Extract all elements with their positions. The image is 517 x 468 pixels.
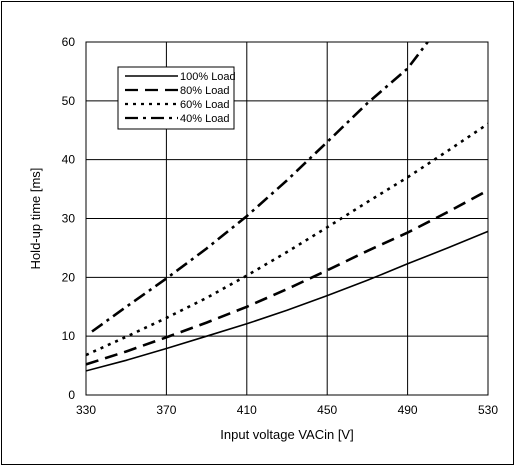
legend-label: 40% Load bbox=[180, 113, 230, 125]
y-tick-label: 30 bbox=[62, 212, 76, 226]
series-line-60-load bbox=[86, 122, 488, 357]
plot-area-border bbox=[85, 41, 489, 396]
legend: 100% Load 80% Load 60% Load 40% Load bbox=[117, 66, 236, 130]
legend-label: 100% Load bbox=[180, 71, 236, 83]
x-tick-label: 530 bbox=[478, 403, 498, 417]
legend-label: 60% Load bbox=[180, 99, 230, 111]
x-tick-label: 370 bbox=[156, 403, 176, 417]
y-tick-label: 10 bbox=[62, 329, 76, 343]
plot-border bbox=[85, 41, 489, 396]
x-tick-label: 410 bbox=[237, 403, 257, 417]
series-line-80-load bbox=[86, 189, 488, 366]
x-axis-label: Input voltage VACin [V] bbox=[220, 427, 353, 442]
series-line-40-load bbox=[91, 42, 429, 333]
y-tick-label: 40 bbox=[62, 153, 76, 167]
y-tick-label: 0 bbox=[68, 388, 75, 402]
y-axis-label: Hold-up time [ms] bbox=[28, 168, 43, 270]
y-tick-label: 50 bbox=[62, 94, 76, 108]
tick-labels: 330 370 410 450 490 530 0 10 20 30 40 50 60 bbox=[62, 35, 499, 417]
x-tick-label: 490 bbox=[398, 403, 418, 417]
y-tick-label: 20 bbox=[62, 270, 76, 284]
series-lines bbox=[86, 42, 488, 372]
x-tick-label: 330 bbox=[76, 403, 96, 417]
x-tick-label: 450 bbox=[317, 403, 337, 417]
series-line-100-load bbox=[86, 230, 488, 372]
y-tick-label: 60 bbox=[62, 35, 76, 49]
legend-label: 80% Load bbox=[180, 85, 230, 97]
